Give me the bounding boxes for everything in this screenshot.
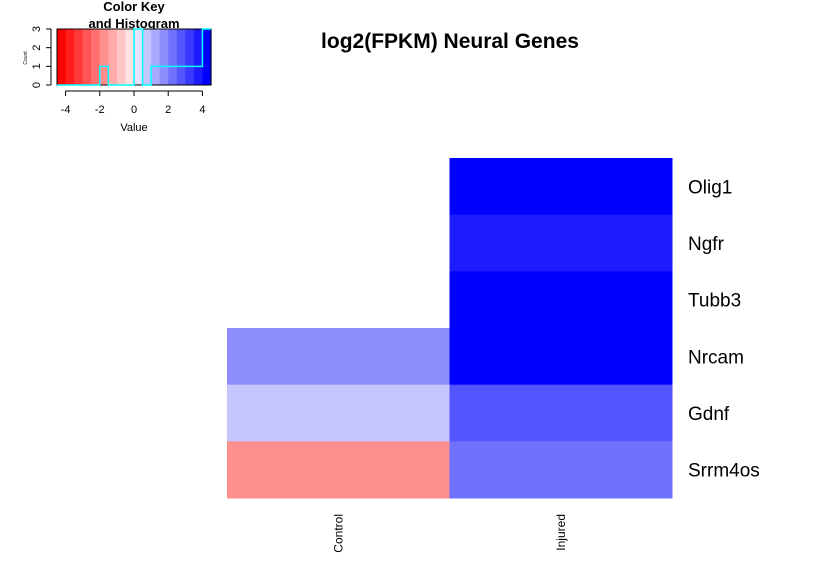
color-key-y-tick-label: 3: [31, 26, 43, 32]
color-key-bin: [168, 29, 178, 85]
color-key-x-tick-label: -2: [95, 104, 105, 116]
heatmap-cell-tubb3-injured: [449, 271, 673, 329]
color-key-x-tick-label: -4: [61, 104, 71, 116]
heatmap-cell-gdnf-control: [227, 384, 450, 442]
color-key-bin: [74, 29, 84, 85]
color-key-bin: [116, 29, 127, 85]
color-key-bin: [65, 29, 75, 85]
heatmap-cell-ngfr-control: [227, 214, 450, 272]
color-key-y-tick-label: 2: [31, 45, 43, 51]
heatmap-cell-nrcam-control: [227, 328, 450, 386]
color-key-bin: [151, 29, 161, 85]
color-key-histogram: [57, 28, 211, 86]
color-key-bin: [82, 29, 92, 85]
color-key-bin: [125, 29, 135, 85]
color-key-bin: [193, 29, 204, 85]
color-key-bin: [202, 29, 212, 85]
row-label: Ngfr: [688, 234, 725, 255]
histogram-line: [57, 28, 211, 86]
heatmap-cell-olig1-control: [227, 158, 450, 216]
heatmap-cell-gdnf-injured: [449, 384, 673, 442]
heatmap-cells: [227, 158, 673, 499]
color-key-strip: [56, 28, 212, 86]
color-key-ylabel: Count: [23, 51, 29, 65]
color-key-bin: [99, 29, 109, 85]
color-key-title-line1: Color Key: [103, 0, 165, 14]
color-key-xlabel: Value: [120, 122, 147, 134]
color-key-title-line2: and Histogram: [88, 16, 179, 31]
color-key-bin: [134, 29, 144, 85]
color-key-y-tick-label: 0: [31, 82, 43, 88]
color-key-bin: [91, 29, 101, 85]
heatmap-cell-srrm4os-injured: [449, 441, 673, 499]
color-key-x-tick-label: 0: [131, 104, 137, 116]
row-label: Srrm4os: [688, 461, 760, 482]
column-label: Control: [331, 514, 345, 553]
color-key-bin: [159, 29, 169, 85]
heatmap-cell-srrm4os-control: [227, 441, 450, 499]
heatmap-cell-olig1-injured: [449, 158, 673, 216]
heatmap-cell-tubb3-control: [227, 271, 450, 329]
heatmap-labels: Olig1 Ngfr Tubb3 Nrcam Gdnf Srrm4os Control Inj…: [331, 177, 760, 552]
color-key-bin: [185, 29, 195, 85]
color-key-x-tick-label: 2: [165, 104, 171, 116]
column-label: Injured: [554, 514, 568, 551]
color-key-axes: -4 -2 0 2 4 0 1 2 3: [31, 26, 206, 116]
row-label: Nrcam: [688, 347, 744, 368]
color-key-bin: [142, 29, 152, 85]
color-key-y-tick-label: 1: [31, 63, 43, 69]
row-label: Tubb3: [688, 291, 741, 312]
color-key-bin: [108, 29, 118, 85]
heatmap-cell-nrcam-injured: [449, 328, 673, 386]
color-key-bin: [176, 29, 186, 85]
color-key-x-tick-label: 4: [199, 104, 205, 116]
row-label: Olig1: [688, 177, 732, 198]
row-label: Gdnf: [688, 404, 730, 425]
chart-title: log2(FPKM) Neural Genes: [321, 30, 579, 53]
heatmap-cell-ngfr-injured: [449, 214, 673, 272]
color-key-bin: [57, 29, 67, 85]
